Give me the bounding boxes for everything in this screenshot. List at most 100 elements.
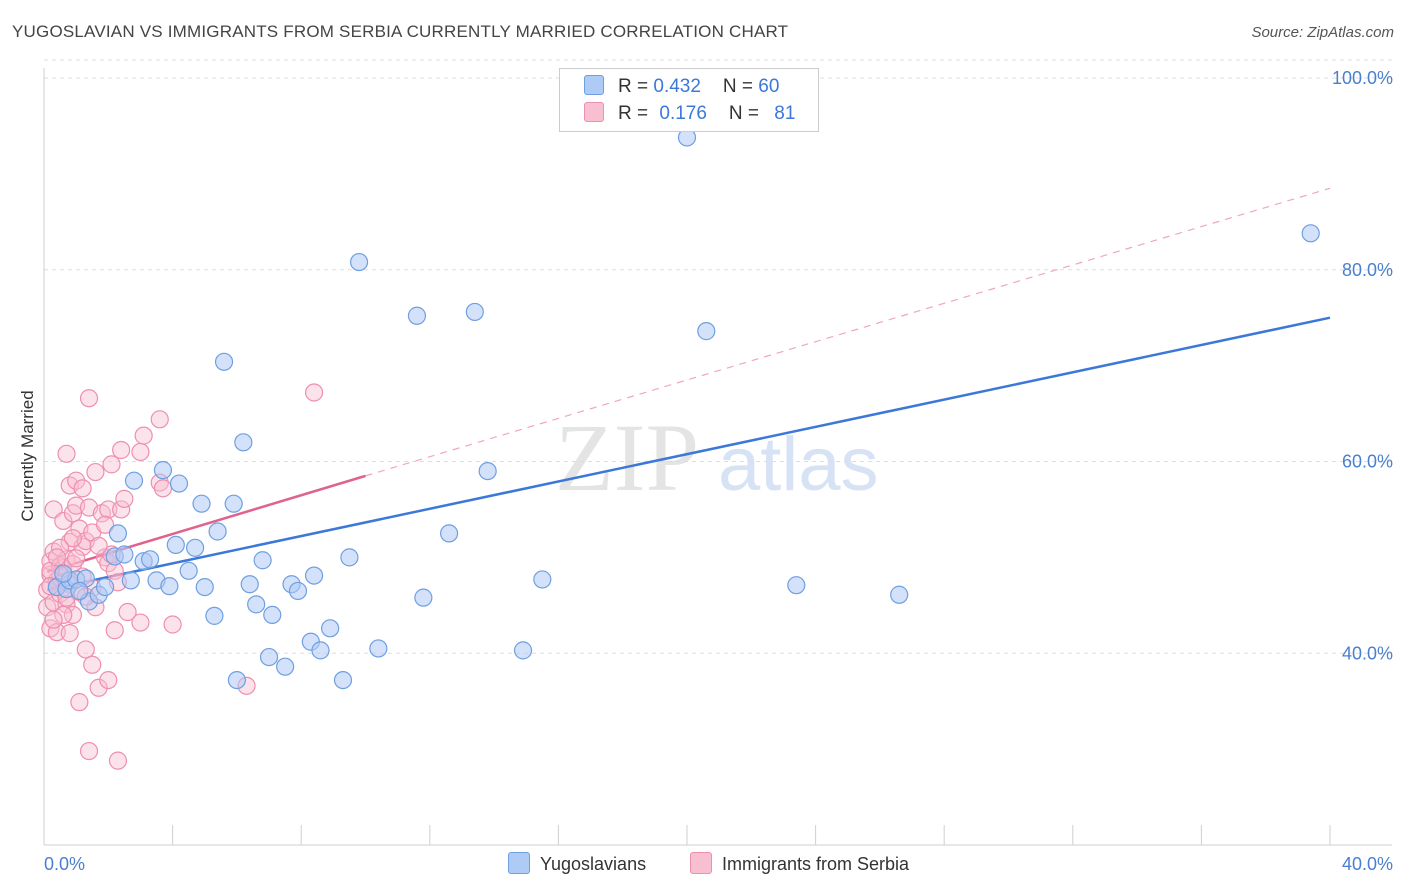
legend-r-value: 0.176 [659, 103, 707, 124]
legend-r-label: R = [618, 103, 654, 124]
yugoslavian-point [208, 522, 227, 541]
serbia-point [89, 678, 108, 697]
yugoslavian-point [169, 474, 189, 493]
y-tick-label: 60.0% [1342, 452, 1393, 472]
legend-n-label: N = [728, 103, 765, 124]
yugoslavian-point [263, 605, 282, 625]
yugoslavian-point [195, 577, 214, 597]
serbia-point [79, 389, 99, 408]
serbia-point [63, 605, 83, 625]
serbia-trend-line [46, 474, 366, 573]
yugoslavian-trend-line [46, 316, 1331, 592]
serbia-point [54, 605, 73, 625]
yugoslavian-points [47, 128, 1320, 690]
yugoslavian-point [253, 551, 272, 570]
serbia-point [112, 440, 131, 460]
yugoslavian-point [465, 302, 484, 322]
yugoslavian-point [108, 524, 128, 543]
x-tick-label: 40.0% [1342, 854, 1393, 874]
serbia-point [86, 462, 105, 482]
yugoslavian-point [407, 306, 427, 325]
legend-n-label: N = [722, 76, 759, 97]
serbia-point [83, 655, 102, 674]
serbia-point [50, 538, 70, 557]
yugoslavian-point [349, 252, 369, 272]
serbia-point [150, 410, 169, 429]
yugoslavian-point [414, 588, 433, 607]
legend-swatch-pink [584, 102, 604, 122]
trend-lines [46, 187, 1331, 592]
yugoslavian-point [513, 641, 533, 660]
serbia-point [70, 693, 89, 712]
yugoslavian-point [247, 595, 266, 614]
yugoslavian-point [166, 535, 185, 555]
yugoslavian-point [186, 538, 205, 557]
serbia-point [54, 511, 73, 531]
bottom-legend-swatch-blue [508, 852, 530, 874]
serbia-point [79, 741, 99, 761]
serbia-points [38, 383, 324, 770]
serbia-point [115, 489, 134, 508]
serbia-point [67, 549, 86, 568]
gridlines [44, 59, 1392, 654]
source-label: Source: ZipAtlas.com [1251, 24, 1394, 41]
serbia-point [131, 442, 150, 462]
yugoslavian-point [369, 639, 388, 658]
yugoslavian-point [179, 561, 198, 580]
legend-row-yugoslavians: R = 0.432 N = 60 [584, 75, 779, 101]
bottom-legend-swatch-pink [690, 852, 712, 874]
serbia-point [304, 383, 324, 402]
y-tick-label: 40.0% [1342, 643, 1393, 663]
yugoslavian-point [160, 577, 179, 596]
yugoslavian-point [95, 577, 115, 597]
yugoslavian-point [70, 581, 89, 601]
serbia-point [99, 500, 118, 519]
legend-r-value: 0.432 [653, 76, 701, 97]
serbia-point [60, 624, 79, 643]
yugoslavian-point [234, 433, 253, 452]
serbia-point [105, 621, 124, 640]
yugoslavian-point [333, 670, 353, 690]
yugoslavian-point [192, 494, 211, 513]
bottom-legend-yugoslavians: Yugoslavians [508, 852, 646, 875]
serbia-point [131, 613, 150, 632]
serbia-point [73, 479, 92, 498]
bottom-legend-label: Immigrants from Serbia [722, 854, 910, 874]
legend-swatch-blue [584, 75, 604, 95]
serbia-point [102, 455, 121, 474]
serbia-point [57, 444, 76, 463]
serbia-point [63, 529, 83, 548]
yugoslavian-point [214, 352, 234, 371]
serbia-point [99, 670, 118, 690]
yugoslavian-point [224, 494, 243, 513]
legend-row-serbia: R = 0.176 N = 81 [584, 102, 795, 128]
serbia-point [108, 751, 128, 770]
yugoslavian-point [321, 619, 340, 638]
watermark: ZIP atlas [555, 404, 879, 511]
legend-r-label: R = [618, 76, 654, 97]
legend-n-value: 60 [758, 76, 780, 97]
yugoslavian-point [54, 564, 73, 583]
bottom-legend-label: Yugoslavians [540, 854, 647, 874]
serbia-point [153, 479, 173, 498]
yugoslavian-point [240, 575, 259, 594]
yugoslavian-point [227, 670, 246, 690]
serbia-point [134, 426, 153, 445]
stats-legend: R = 0.432 N = 60 R = 0.176 N = 81 [559, 68, 819, 132]
serbia-point [95, 515, 115, 534]
serbia-trend-extension [365, 187, 1331, 477]
watermark-zip: ZIP [555, 404, 699, 511]
serbia-point [47, 548, 66, 567]
yugoslavian-point [787, 576, 806, 595]
yugoslavian-point [340, 548, 359, 567]
yugoslavian-point [311, 641, 330, 660]
yugoslavian-point [140, 550, 160, 569]
yugoslavian-point [115, 545, 134, 564]
yugoslavian-point [276, 657, 295, 676]
yugoslavian-point [304, 566, 324, 585]
yugoslavian-point [439, 524, 459, 543]
yugoslavian-point [478, 461, 497, 481]
yugoslavian-point [288, 581, 308, 601]
yugoslavian-point [697, 322, 716, 341]
chart-title: YUGOSLAVIAN VS IMMIGRANTS FROM SERBIA CU… [12, 22, 789, 41]
